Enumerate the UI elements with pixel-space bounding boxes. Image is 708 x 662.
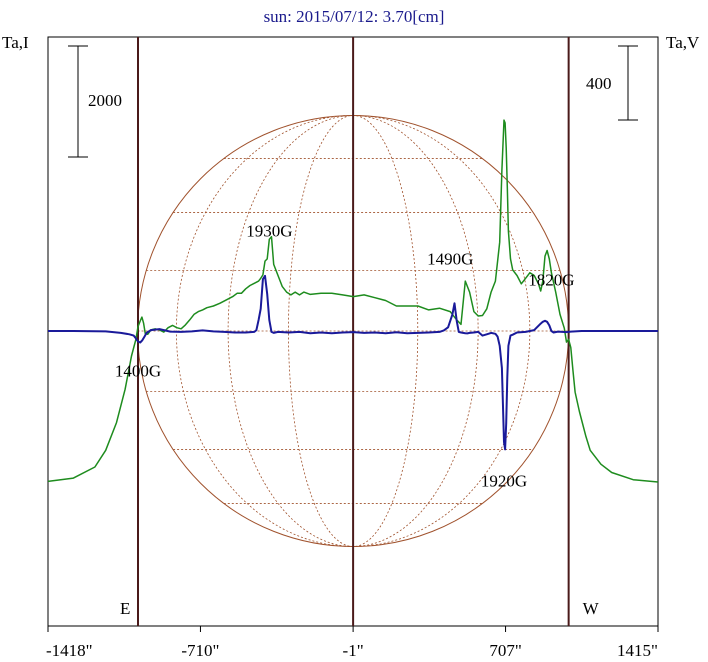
series-line-1 bbox=[48, 274, 658, 451]
right-scale-bar: 400 bbox=[586, 45, 638, 121]
annotation-1490G: 1490G bbox=[427, 249, 473, 268]
x-tick-label: -710" bbox=[181, 641, 219, 660]
left-scale-bar-label: 2000 bbox=[88, 91, 122, 110]
annotation-1400G: 1400G bbox=[115, 362, 161, 381]
left-axis-label: Ta,I bbox=[2, 33, 29, 52]
series-line-0 bbox=[47, 119, 659, 483]
annotation-1930G: 1930G bbox=[246, 222, 292, 241]
annotation-1920G: 1920G bbox=[481, 471, 527, 490]
annotations: 1930G 1490G 1820G 1400G 1920G bbox=[115, 222, 575, 491]
right-scale-bar-label: 400 bbox=[586, 74, 612, 93]
x-tick-label: -1418" bbox=[46, 641, 93, 660]
series-group bbox=[47, 119, 659, 483]
x-tick-label: 1415" bbox=[617, 641, 658, 660]
limb-label-W: W bbox=[583, 599, 600, 618]
x-axis-ticks: -1418" -710" -1" 707" 1415" bbox=[46, 626, 659, 660]
x-tick-label: 707" bbox=[489, 641, 521, 660]
limb-label-E: E bbox=[120, 599, 130, 618]
right-axis-label: Ta,V bbox=[666, 33, 700, 52]
annotation-1820G: 1820G bbox=[528, 270, 574, 289]
chart-title: sun: 2015/07/12: 3.70[cm] bbox=[264, 7, 445, 26]
left-scale-bar: 2000 bbox=[68, 45, 122, 158]
x-tick-label: -1" bbox=[343, 641, 364, 660]
